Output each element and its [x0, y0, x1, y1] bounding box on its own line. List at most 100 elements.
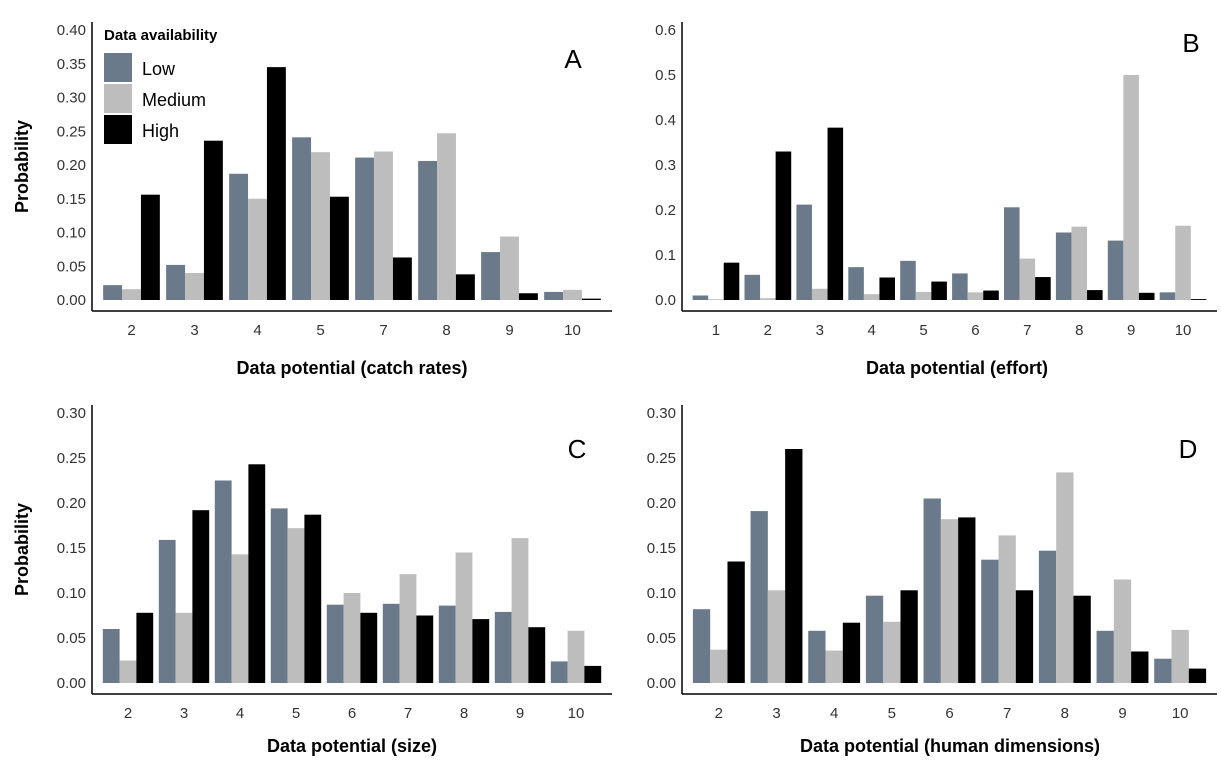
bar-high [329, 196, 349, 300]
bar-high [1035, 277, 1051, 300]
bar-high [1190, 299, 1207, 300]
x-tick-label: 5 [888, 705, 896, 722]
x-tick-label: 2 [127, 322, 135, 339]
x-axis-title: Data potential (catch rates) [236, 358, 467, 378]
bar-medium [708, 299, 724, 300]
bar-medium [343, 593, 361, 683]
x-tick-label: 4 [253, 322, 261, 339]
x-axis-title: Data potential (human dimensions) [800, 736, 1100, 756]
bar-low [848, 267, 864, 300]
bar-high [727, 561, 745, 683]
bar-low [952, 273, 968, 300]
bar-high [1188, 668, 1207, 683]
panel-a: 0.00 0.05 0.10 0.15 0.20 0.25 0.30 0.35 0.40 2 3 4 5… [12, 22, 612, 378]
bar-high [581, 298, 601, 300]
bar-low [981, 559, 999, 683]
bar-low [1038, 550, 1057, 683]
x-tick-label: 10 [1172, 705, 1189, 722]
bar-low [692, 295, 709, 300]
y-tick-label: 0.25 [57, 450, 86, 467]
bar-high [248, 464, 266, 683]
bar-low [1159, 292, 1176, 300]
x-tick-label: 9 [1127, 322, 1135, 339]
bar-high [785, 449, 803, 683]
y-tick-label: 0.00 [647, 675, 676, 692]
legend-label-high: High [142, 121, 179, 141]
bar-low [744, 274, 761, 300]
y-tick-label: 0.2 [655, 202, 676, 219]
bar-high [723, 262, 740, 300]
bar-high [842, 622, 861, 683]
bar-medium [825, 650, 843, 683]
panel-b: 0.0 0.1 0.2 0.3 0.4 0.5 0.6 1 2 3 4 5 6 7 8 9 10 Data pot… [655, 22, 1217, 378]
bar-high [931, 281, 947, 300]
y-tick-label: 0.3 [655, 157, 676, 174]
y-tick-label: 0.10 [57, 585, 86, 602]
legend-swatch-medium [104, 84, 132, 113]
bar-medium [1056, 472, 1074, 683]
bar-medium [455, 552, 473, 683]
bar-low [1055, 232, 1072, 300]
x-tick-label: 9 [516, 705, 524, 722]
x-tick-label: 8 [460, 705, 468, 722]
bar-low [544, 291, 564, 300]
x-tick-label: 6 [971, 322, 979, 339]
bar-low [865, 595, 884, 683]
x-tick-label: 4 [830, 705, 838, 722]
bar-high [900, 590, 918, 683]
bar-low [923, 498, 941, 683]
y-tick-label: 0.20 [57, 495, 86, 512]
bar-low [692, 609, 711, 683]
bar-medium [437, 133, 456, 300]
bar-low [326, 604, 344, 683]
bar-high [775, 151, 792, 300]
bar-medium [710, 649, 728, 683]
bar-low [481, 252, 501, 300]
panel-letter: D [1179, 434, 1198, 464]
bar-high [983, 290, 999, 300]
panel-c: 0.00 0.05 0.10 0.15 0.20 0.25 0.30 2 3 4 5 6 7 8 9 10 Da… [12, 405, 612, 756]
y-tick-label: 0.35 [57, 56, 86, 73]
x-tick-label: 3 [190, 322, 198, 339]
legend-label-low: Low [142, 59, 176, 79]
y-tick-label: 0.05 [57, 630, 86, 647]
bar-high [266, 67, 286, 300]
x-tick-label: 3 [816, 322, 824, 339]
legend-swatch-high [104, 115, 132, 144]
bar-low [550, 661, 568, 683]
x-tick-label: 10 [1175, 322, 1192, 339]
bar-low [900, 260, 916, 300]
bar-medium [119, 660, 137, 683]
bar-high [827, 127, 844, 301]
x-tick-label: 8 [1061, 705, 1069, 722]
bar-medium [511, 538, 529, 683]
bar-medium [915, 291, 932, 300]
legend-label-medium: Medium [142, 90, 206, 110]
bar-high [304, 514, 322, 683]
bar-low [229, 173, 249, 300]
bar-low [166, 264, 186, 300]
y-tick-label: 0.05 [647, 630, 676, 647]
bar-low [1154, 658, 1172, 683]
bar-medium [1171, 629, 1189, 683]
bar-medium [185, 273, 204, 300]
bar-medium [374, 151, 393, 300]
y-tick-label: 0.25 [57, 123, 86, 140]
bar-medium [760, 298, 776, 300]
y-tick-label: 0.10 [57, 225, 86, 242]
bar-low [382, 603, 400, 683]
bar-low [270, 508, 288, 683]
y-tick-label: 0.40 [57, 22, 86, 39]
y-tick-label: 0.6 [655, 22, 676, 39]
y-tick-label: 0.20 [647, 495, 676, 512]
y-tick-label: 0.05 [57, 258, 86, 275]
y-tick-label: 0.00 [57, 292, 86, 309]
bar-low [292, 137, 312, 300]
bar-high [584, 665, 602, 683]
x-tick-label: 9 [505, 322, 513, 339]
bar-medium [1123, 75, 1139, 300]
bar-medium [311, 152, 330, 300]
y-tick-label: 0.15 [647, 540, 676, 557]
panel-letter: B [1182, 28, 1199, 58]
